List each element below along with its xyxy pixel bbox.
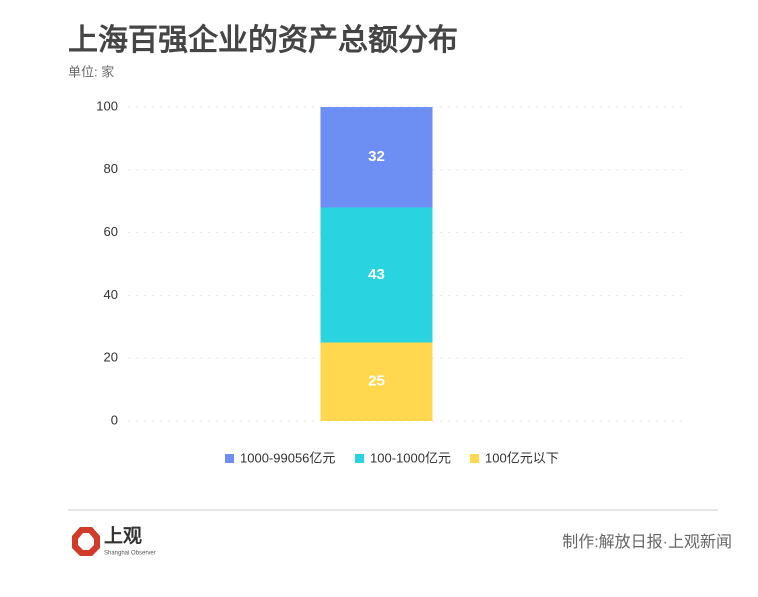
legend-swatch [225,454,234,463]
y-tick-label: 80 [104,161,118,176]
logo-text: 上观 [104,525,142,547]
legend-swatch [470,454,479,463]
legend-label: 100-1000亿元 [370,450,451,465]
chart-title: 上海百强企业的资产总额分布 [68,23,458,57]
chart-subtitle: 单位: 家 [68,64,114,79]
legend-label: 100亿元以下 [485,450,559,465]
logo-icon-inner [78,533,94,550]
logo: 上观 Shanghai Observer [72,525,156,557]
legend-label: 1000-99056亿元 [240,450,335,465]
data-label: 25 [368,373,385,390]
bar-segment [320,207,433,343]
y-tick-label: 40 [104,287,118,302]
legend-swatch [355,454,364,463]
y-tick-label: 0 [111,412,118,427]
y-tick-label: 100 [96,98,118,113]
credit: 制作:解放日报·上观新闻 [562,533,732,551]
data-label: 32 [368,148,385,165]
bar-segment [320,107,433,208]
y-tick-label: 20 [104,350,118,365]
y-tick-label: 60 [104,224,118,239]
logo-subtext: Shanghai Observer [104,551,156,557]
data-label: 43 [368,266,385,283]
bar-segment [320,342,433,421]
